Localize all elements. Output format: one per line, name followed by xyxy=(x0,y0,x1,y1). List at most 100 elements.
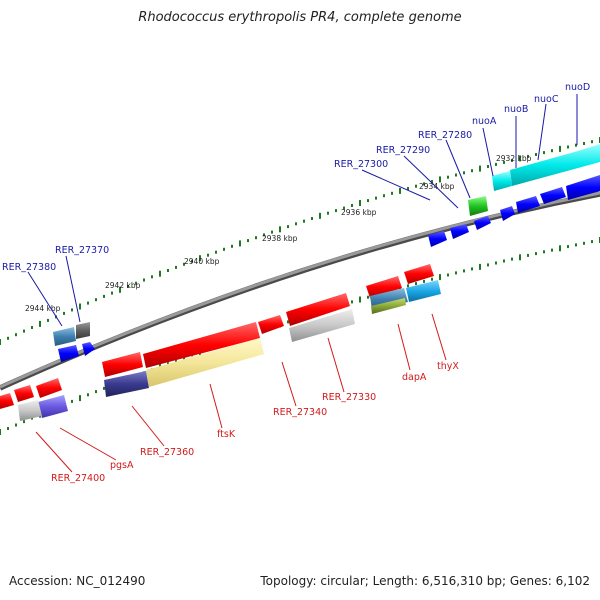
gene-nuoB[interactable] xyxy=(468,196,488,216)
leader-lines xyxy=(27,94,578,473)
upper-track-tick xyxy=(431,180,433,184)
upper-track-tick xyxy=(183,262,185,266)
gene-RER_27400-b[interactable] xyxy=(14,385,34,402)
lower-track-tick xyxy=(367,295,369,299)
tick-label-2938: 2938 kbp xyxy=(262,234,298,243)
lower-track-tick xyxy=(463,269,465,273)
gene-RER_27330[interactable] xyxy=(286,293,350,326)
upper-track-tick xyxy=(247,239,249,243)
lower-track-tick xyxy=(407,284,409,288)
gene-RER_27280[interactable] xyxy=(516,196,540,213)
lower-track-tick xyxy=(575,243,577,247)
upper-track-tick xyxy=(415,184,417,188)
upper-track-tick xyxy=(391,191,393,195)
gene-RER_27400[interactable] xyxy=(0,393,14,409)
lower-track-tick xyxy=(543,250,545,254)
upper-track-tick xyxy=(143,278,145,282)
scale-labels: 2932 kbp 2934 kbp 2936 kbp 2938 kbp 2940… xyxy=(25,154,532,313)
upper-track-tick xyxy=(167,269,169,272)
upper-track-tick xyxy=(71,308,73,312)
gene-RER_27300-c[interactable] xyxy=(428,231,447,247)
lower-track-tick xyxy=(431,277,433,281)
upper-track-tick xyxy=(159,270,161,277)
gene-RER_27380[interactable] xyxy=(53,327,76,346)
tick-label-2940: 2940 kbp xyxy=(184,257,220,266)
upper-track-tick xyxy=(223,247,225,251)
genome-backbone xyxy=(0,191,600,391)
leader-RER_27290 xyxy=(403,155,459,209)
label-RER_27360: RER_27360 xyxy=(140,447,194,458)
lower-track-tick xyxy=(7,427,9,430)
lower-track-tick xyxy=(535,252,537,256)
gene-nuoD[interactable] xyxy=(510,144,600,186)
upper-track-tick xyxy=(575,143,577,147)
upper-track-tick xyxy=(63,311,65,315)
lower-track-tick xyxy=(87,393,89,397)
upper-track-tick xyxy=(583,142,585,145)
gene-ftsK[interactable] xyxy=(143,322,260,368)
upper-track-tick xyxy=(79,303,81,310)
gene-RER_27290[interactable] xyxy=(500,206,515,221)
lower-track-tick xyxy=(455,271,457,275)
leader-RER_27370 xyxy=(65,255,81,323)
gene-thyX[interactable] xyxy=(404,264,434,284)
gene-RER_27300-b[interactable] xyxy=(450,224,469,239)
lower-track-tick xyxy=(359,296,361,303)
upper-track-tick xyxy=(39,320,41,327)
upper-track-tick xyxy=(191,259,193,263)
upper-track-tick xyxy=(23,329,25,333)
gene-RER_27380-b[interactable] xyxy=(58,345,79,362)
gene-RER_27400-gray[interactable] xyxy=(18,400,42,421)
lower-track-tick xyxy=(175,359,177,363)
upper-track-tick xyxy=(351,204,353,207)
lower-track-tick xyxy=(495,261,497,265)
label-RER_27280: RER_27280 xyxy=(418,130,472,141)
lower-track-tick xyxy=(167,362,169,366)
gene-RER_27360[interactable] xyxy=(102,352,143,377)
lower-track-tick xyxy=(415,282,417,286)
gene-nuoC[interactable] xyxy=(492,171,512,191)
lower-track-tick xyxy=(79,395,81,402)
gene-pgsA[interactable] xyxy=(36,378,62,398)
leader-pgsA xyxy=(59,427,117,461)
upper-track-tick xyxy=(231,244,233,248)
gene-RER_27370[interactable] xyxy=(76,322,90,339)
upper-track-tick xyxy=(375,196,377,200)
upper-track-tick xyxy=(207,253,209,257)
lower-track-tick xyxy=(447,273,449,277)
lower-track-tick xyxy=(423,279,425,283)
leader-RER_27330 xyxy=(327,337,345,393)
upper-track-tick xyxy=(303,219,305,223)
lower-track-tick xyxy=(511,257,513,261)
gene-RER_27380-c[interactable] xyxy=(82,342,95,356)
gene-RER_27330-gray[interactable] xyxy=(289,309,355,342)
lower-track-tick xyxy=(591,240,593,244)
leader-RER_27400 xyxy=(35,431,73,473)
gene-ftsK-yellow[interactable] xyxy=(146,338,264,387)
upper-track-tick xyxy=(255,236,257,240)
gene-dapA-upper[interactable] xyxy=(366,276,402,298)
upper-track-tick xyxy=(7,336,9,340)
upper-track-tick xyxy=(335,209,337,213)
label-RER_27370: RER_27370 xyxy=(55,245,109,256)
gene-dapA-lower[interactable] xyxy=(406,280,441,302)
gene-RER_27340[interactable] xyxy=(258,315,284,334)
gene-nuoA-b[interactable] xyxy=(540,187,566,204)
upper-track-tick xyxy=(47,318,49,322)
lower-track-tick xyxy=(287,320,289,324)
gene-RER_27300-a[interactable] xyxy=(474,216,491,230)
lower-track-tick xyxy=(487,263,489,267)
leader-RER_27380 xyxy=(27,271,63,327)
leader-RER_27280 xyxy=(445,139,471,199)
lower-track-tick xyxy=(519,254,521,261)
leader-RER_27300 xyxy=(361,169,431,201)
gene-RER_27360-navy[interactable] xyxy=(104,371,149,397)
lower-track-tick xyxy=(583,241,585,245)
gene-pgsA-purple[interactable] xyxy=(38,395,68,418)
gene-nuoA-a[interactable] xyxy=(566,175,600,200)
upper-track-tick xyxy=(479,165,481,172)
upper-track-tick xyxy=(591,140,593,144)
gene-dapA-olive-b[interactable] xyxy=(371,298,406,314)
label-ftsK: ftsK xyxy=(217,429,236,440)
